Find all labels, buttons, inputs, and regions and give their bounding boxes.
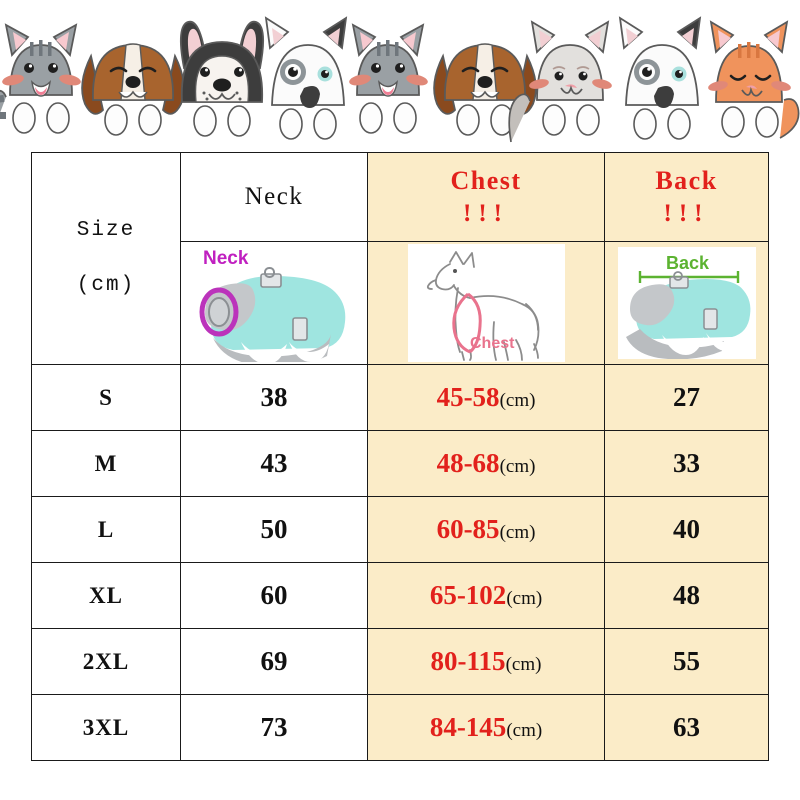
back-value: 55	[673, 646, 700, 676]
header-back-alert: !!!	[663, 199, 710, 227]
cell-back: 48	[604, 562, 769, 629]
header-neck-cell: Neck	[180, 152, 368, 242]
table-row: XL 60 65-102(cm) 48	[31, 562, 769, 629]
cell-chest: 45-58(cm)	[367, 364, 605, 431]
cell-size: 3XL	[31, 694, 181, 761]
cell-chest: 80-115(cm)	[367, 628, 605, 695]
cell-size: S	[31, 364, 181, 431]
header-size-cell: Size (cm)	[31, 152, 181, 365]
header-chest-label: Chest	[450, 166, 522, 196]
banner-animal-white-gray-cat	[508, 20, 612, 143]
chest-value: 65-102(cm)	[430, 580, 542, 610]
cell-chest: 60-85(cm)	[367, 496, 605, 563]
chest-illustration-cell: Chest	[367, 241, 605, 365]
cell-chest: 84-145(cm)	[367, 694, 605, 761]
cell-neck: 50	[180, 496, 368, 563]
chest-diagram-label: Chest	[470, 335, 515, 352]
chest-unit: (cm)	[499, 456, 536, 477]
table-row: 3XL 73 84-145(cm) 63	[31, 694, 769, 761]
table-row: 2XL 69 80-115(cm) 55	[31, 628, 769, 695]
table-row: S 38 45-58(cm) 27	[31, 364, 769, 431]
chest-value: 45-58(cm)	[437, 382, 536, 412]
banner-animal-orange-tabby-cat	[708, 20, 800, 139]
back-value: 40	[673, 514, 700, 544]
size-value: XL	[89, 582, 123, 608]
back-measurement-photo: Back	[617, 247, 756, 359]
chest-unit: (cm)	[505, 654, 542, 675]
header-chest-cell: Chest !!!	[367, 152, 605, 242]
size-value: 2XL	[82, 648, 130, 674]
table-row: M 43 48-68(cm) 33	[31, 430, 769, 497]
chest-range: 45-58	[436, 382, 500, 412]
cell-neck: 60	[180, 562, 368, 629]
neck-value: 43	[260, 448, 288, 478]
banner-animal-white-cat	[264, 16, 348, 140]
pet-harness-size-chart: Size (cm) Neck Chest !!! Back !!!	[31, 152, 769, 761]
neck-value: 60	[260, 580, 288, 610]
size-value: S	[99, 384, 113, 410]
banner-animal-french-bulldog	[179, 20, 265, 137]
chest-unit: (cm)	[506, 720, 543, 741]
chest-value: 48-68(cm)	[437, 448, 536, 478]
cell-size: XL	[31, 562, 181, 629]
cell-size: L	[31, 496, 181, 563]
cell-back: 63	[604, 694, 769, 761]
header-size-label: Size	[76, 218, 136, 242]
chest-measurement-diagram: Chest	[407, 244, 565, 362]
cell-back: 40	[604, 496, 769, 563]
chest-range: 65-102	[429, 580, 507, 610]
cell-neck: 69	[180, 628, 368, 695]
header-neck-label: Neck	[244, 183, 304, 210]
neck-value: 73	[260, 712, 288, 742]
header-back-label: Back	[655, 166, 718, 196]
size-value: M	[94, 450, 118, 476]
banner-animal-brown-beagle-2	[433, 43, 537, 136]
neck-photo-label: Neck	[203, 248, 249, 269]
back-value: 48	[673, 580, 700, 610]
chest-value: 80-115(cm)	[431, 646, 542, 676]
neck-measurement-photo: Neck	[185, 244, 363, 362]
chest-value: 60-85(cm)	[437, 514, 536, 544]
banner-animal-gray-tabby-cat-2	[349, 23, 428, 134]
header-size-unit: (cm)	[76, 273, 136, 297]
cell-back: 55	[604, 628, 769, 695]
neck-value: 38	[260, 382, 288, 412]
chest-range: 80-115	[430, 646, 506, 676]
chest-value: 84-145(cm)	[430, 712, 542, 742]
cell-size: M	[31, 430, 181, 497]
neck-value: 50	[260, 514, 288, 544]
table-header-row: Size (cm) Neck Chest !!! Back !!!	[31, 152, 769, 365]
cell-chest: 48-68(cm)	[367, 430, 605, 497]
cell-back: 33	[604, 430, 769, 497]
cell-neck: 38	[180, 364, 368, 431]
back-value: 33	[673, 448, 700, 478]
header-chest-alert: !!!	[463, 199, 509, 227]
neck-value: 69	[260, 646, 288, 676]
back-illustration-cell: Back	[604, 241, 769, 365]
size-value: L	[97, 516, 115, 542]
back-value: 63	[673, 712, 700, 742]
chest-unit: (cm)	[499, 390, 536, 411]
banner-animal-white-cat-2	[618, 16, 702, 140]
size-value: 3XL	[82, 714, 130, 740]
cartoon-pets-banner	[0, 16, 800, 143]
chest-range: 84-145	[429, 712, 507, 742]
cell-back: 27	[604, 364, 769, 431]
banner-animal-gray-tabby-cat	[0, 23, 81, 134]
banner-animal-brown-beagle	[81, 43, 185, 136]
table-illustration-row: Neck	[32, 241, 769, 365]
cell-chest: 65-102(cm)	[367, 562, 605, 629]
cell-neck: 73	[180, 694, 368, 761]
cell-size: 2XL	[31, 628, 181, 695]
cell-neck: 43	[180, 430, 368, 497]
neck-illustration-cell: Neck	[180, 241, 368, 365]
chest-unit: (cm)	[506, 588, 543, 609]
chest-range: 48-68	[436, 448, 500, 478]
header-back-cell: Back !!!	[604, 152, 769, 242]
back-value: 27	[673, 382, 700, 412]
chest-range: 60-85	[436, 514, 500, 544]
table-row: L 50 60-85(cm) 40	[31, 496, 769, 563]
back-photo-label: Back	[666, 253, 710, 273]
chest-unit: (cm)	[499, 522, 536, 543]
